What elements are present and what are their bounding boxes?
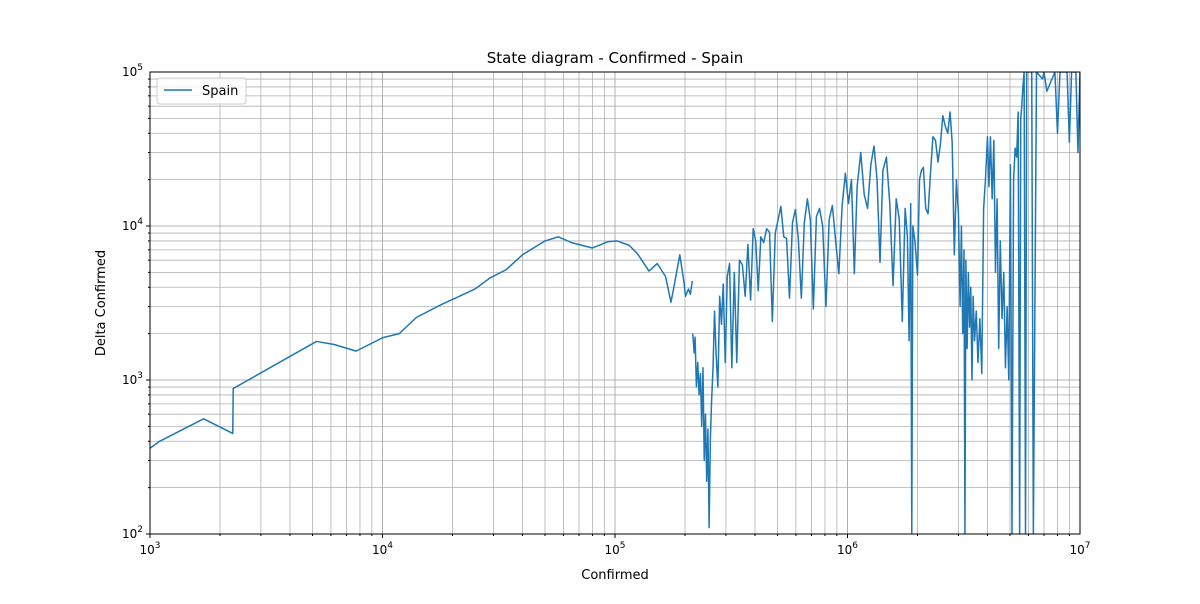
series-line-spain xyxy=(692,72,1080,534)
y-tick-label: 104 xyxy=(122,217,143,233)
legend-box xyxy=(156,77,247,105)
legend: Spain xyxy=(156,77,247,105)
y-tick-label: 102 xyxy=(122,525,143,541)
x-axis-label: Confirmed xyxy=(581,568,649,583)
x-tick-label: 107 xyxy=(1069,541,1090,557)
x-tick-label: 105 xyxy=(604,541,625,557)
series-group xyxy=(150,72,1080,534)
y-tick-label: 103 xyxy=(122,371,143,387)
y-axis-label: Delta Confirmed xyxy=(94,250,109,356)
x-tick-label: 103 xyxy=(139,541,160,557)
x-tick-label: 106 xyxy=(837,541,858,557)
grid-lines xyxy=(149,72,1080,535)
y-tick-label: 105 xyxy=(122,63,143,79)
x-tick-label: 104 xyxy=(372,541,393,557)
legend-label-spain: Spain xyxy=(202,84,238,99)
series-line-spain xyxy=(150,236,694,449)
chart-title: State diagram - Confirmed - Spain xyxy=(487,49,744,67)
